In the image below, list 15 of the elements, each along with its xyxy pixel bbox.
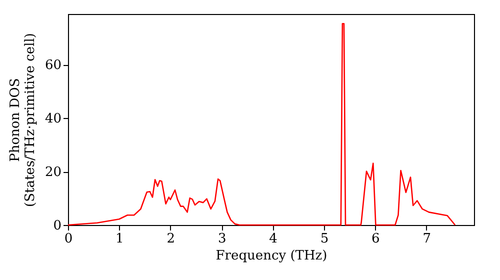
- x-tick-label: 1: [116, 232, 124, 246]
- y-tick-label: 60: [44, 58, 62, 74]
- y-tick-label: 0: [53, 218, 62, 234]
- x-tick-label: 6: [372, 232, 380, 246]
- x-axis-title: Frequency (THz): [216, 248, 328, 264]
- line-series: [67, 22, 456, 226]
- x-tick-label: 5: [320, 232, 329, 246]
- x-tick-label: 7: [422, 232, 432, 246]
- y-axis-title: Phonon DOS (States/THz·primitive cell): [8, 32, 38, 208]
- x-tick-label: 4: [269, 232, 278, 246]
- y-tick-label: 40: [44, 112, 62, 127]
- x-tick-label: 2: [166, 232, 176, 246]
- x-tick-label: 0: [64, 232, 73, 246]
- x-tick-label: 3: [218, 232, 226, 246]
- y-tick-label: 20: [44, 165, 62, 180]
